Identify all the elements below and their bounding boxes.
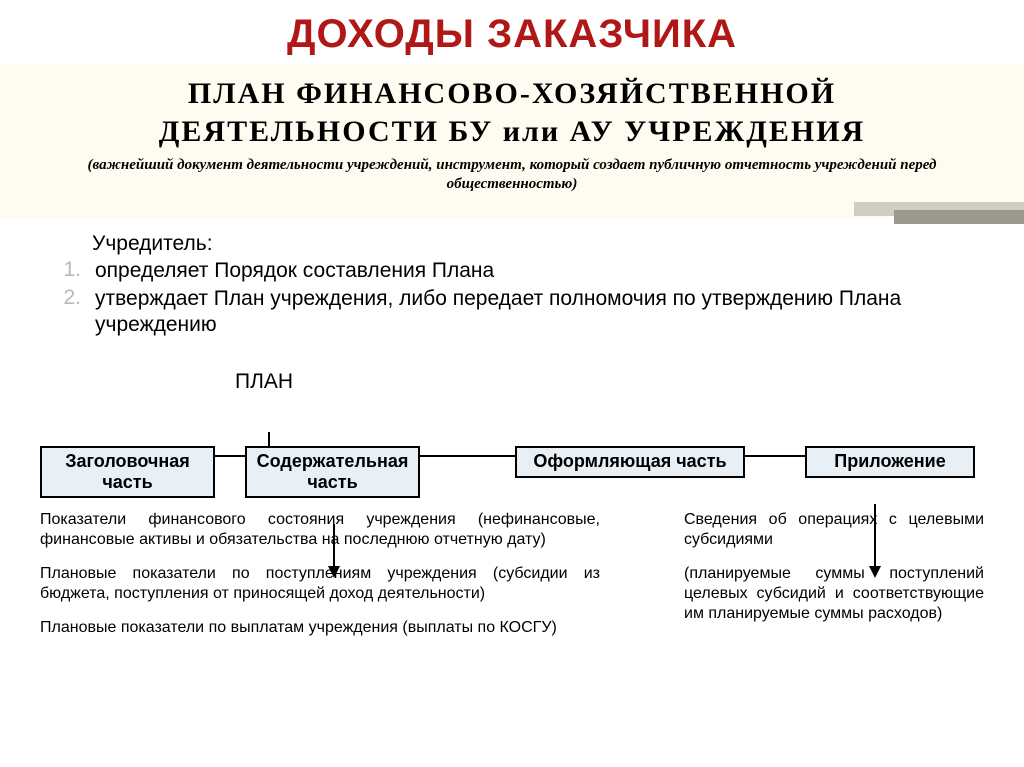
details-paragraph: Сведения об операциях с целевыми субсиди… [684,510,984,550]
plan-box-3: Приложение [805,446,975,478]
plan-box-2: Оформляющая часть [515,446,745,478]
founder-item-1: 1. определяет Порядок составления Плана [95,258,964,284]
founder-item-text: определяет Порядок составления Плана [95,258,494,284]
sub-header: ПЛАН ФИНАНСОВО-ХОЗЯЙСТВЕННОЙ ДЕЯТЕЛЬНОСТ… [0,65,1024,208]
details-paragraph: (планируемые суммы поступлений целевых с… [684,564,984,624]
details-paragraph: Плановые показатели по поступлениям учре… [40,564,600,604]
plan-label: ПЛАН [235,370,1024,394]
list-number: 1. [55,258,81,282]
bar-dark [894,210,1024,224]
founder-item-2: 2. утверждает План учреждения, либо пере… [95,286,964,339]
founder-block: Учредитель: 1. определяет Порядок состав… [0,218,1024,339]
details-right: Сведения об операциях с целевыми субсиди… [684,510,984,652]
details-paragraph: Показатели финансового состояния учрежде… [40,510,600,550]
plan-title-line2: ДЕЯТЕЛЬНОСТИ БУ или АУ УЧРЕЖДЕНИЯ [159,115,865,148]
plan-box-1: Содержательная часть [245,446,420,498]
list-number: 2. [55,286,81,310]
plan-title: ПЛАН ФИНАНСОВО-ХОЗЯЙСТВЕННОЙ ДЕЯТЕЛЬНОСТ… [40,75,984,150]
plan-title-line1: ПЛАН ФИНАНСОВО-ХОЗЯЙСТВЕННОЙ [188,77,836,110]
arrow-down-icon [874,504,876,576]
main-title-text: ДОХОДЫ ЗАКАЗЧИКА [287,12,737,56]
decorative-bars [0,208,1024,218]
plan-box-0: Заголовочная часть [40,446,215,498]
plan-note: (важнейший документ деятельности учрежде… [40,156,984,194]
details-row: Показатели финансового состояния учрежде… [0,510,1024,652]
founder-label: Учредитель: [92,232,964,256]
details-left: Показатели финансового состояния учрежде… [40,510,600,652]
details-paragraph: Плановые показатели по выплатам учрежден… [40,618,600,638]
founder-item-text: утверждает План учреждения, либо передае… [95,286,964,339]
arrow-down-icon [333,524,335,576]
main-title: ДОХОДЫ ЗАКАЗЧИКА [0,0,1024,65]
boxes-row: Заголовочная часть Содержательная часть Оф… [0,446,1024,498]
